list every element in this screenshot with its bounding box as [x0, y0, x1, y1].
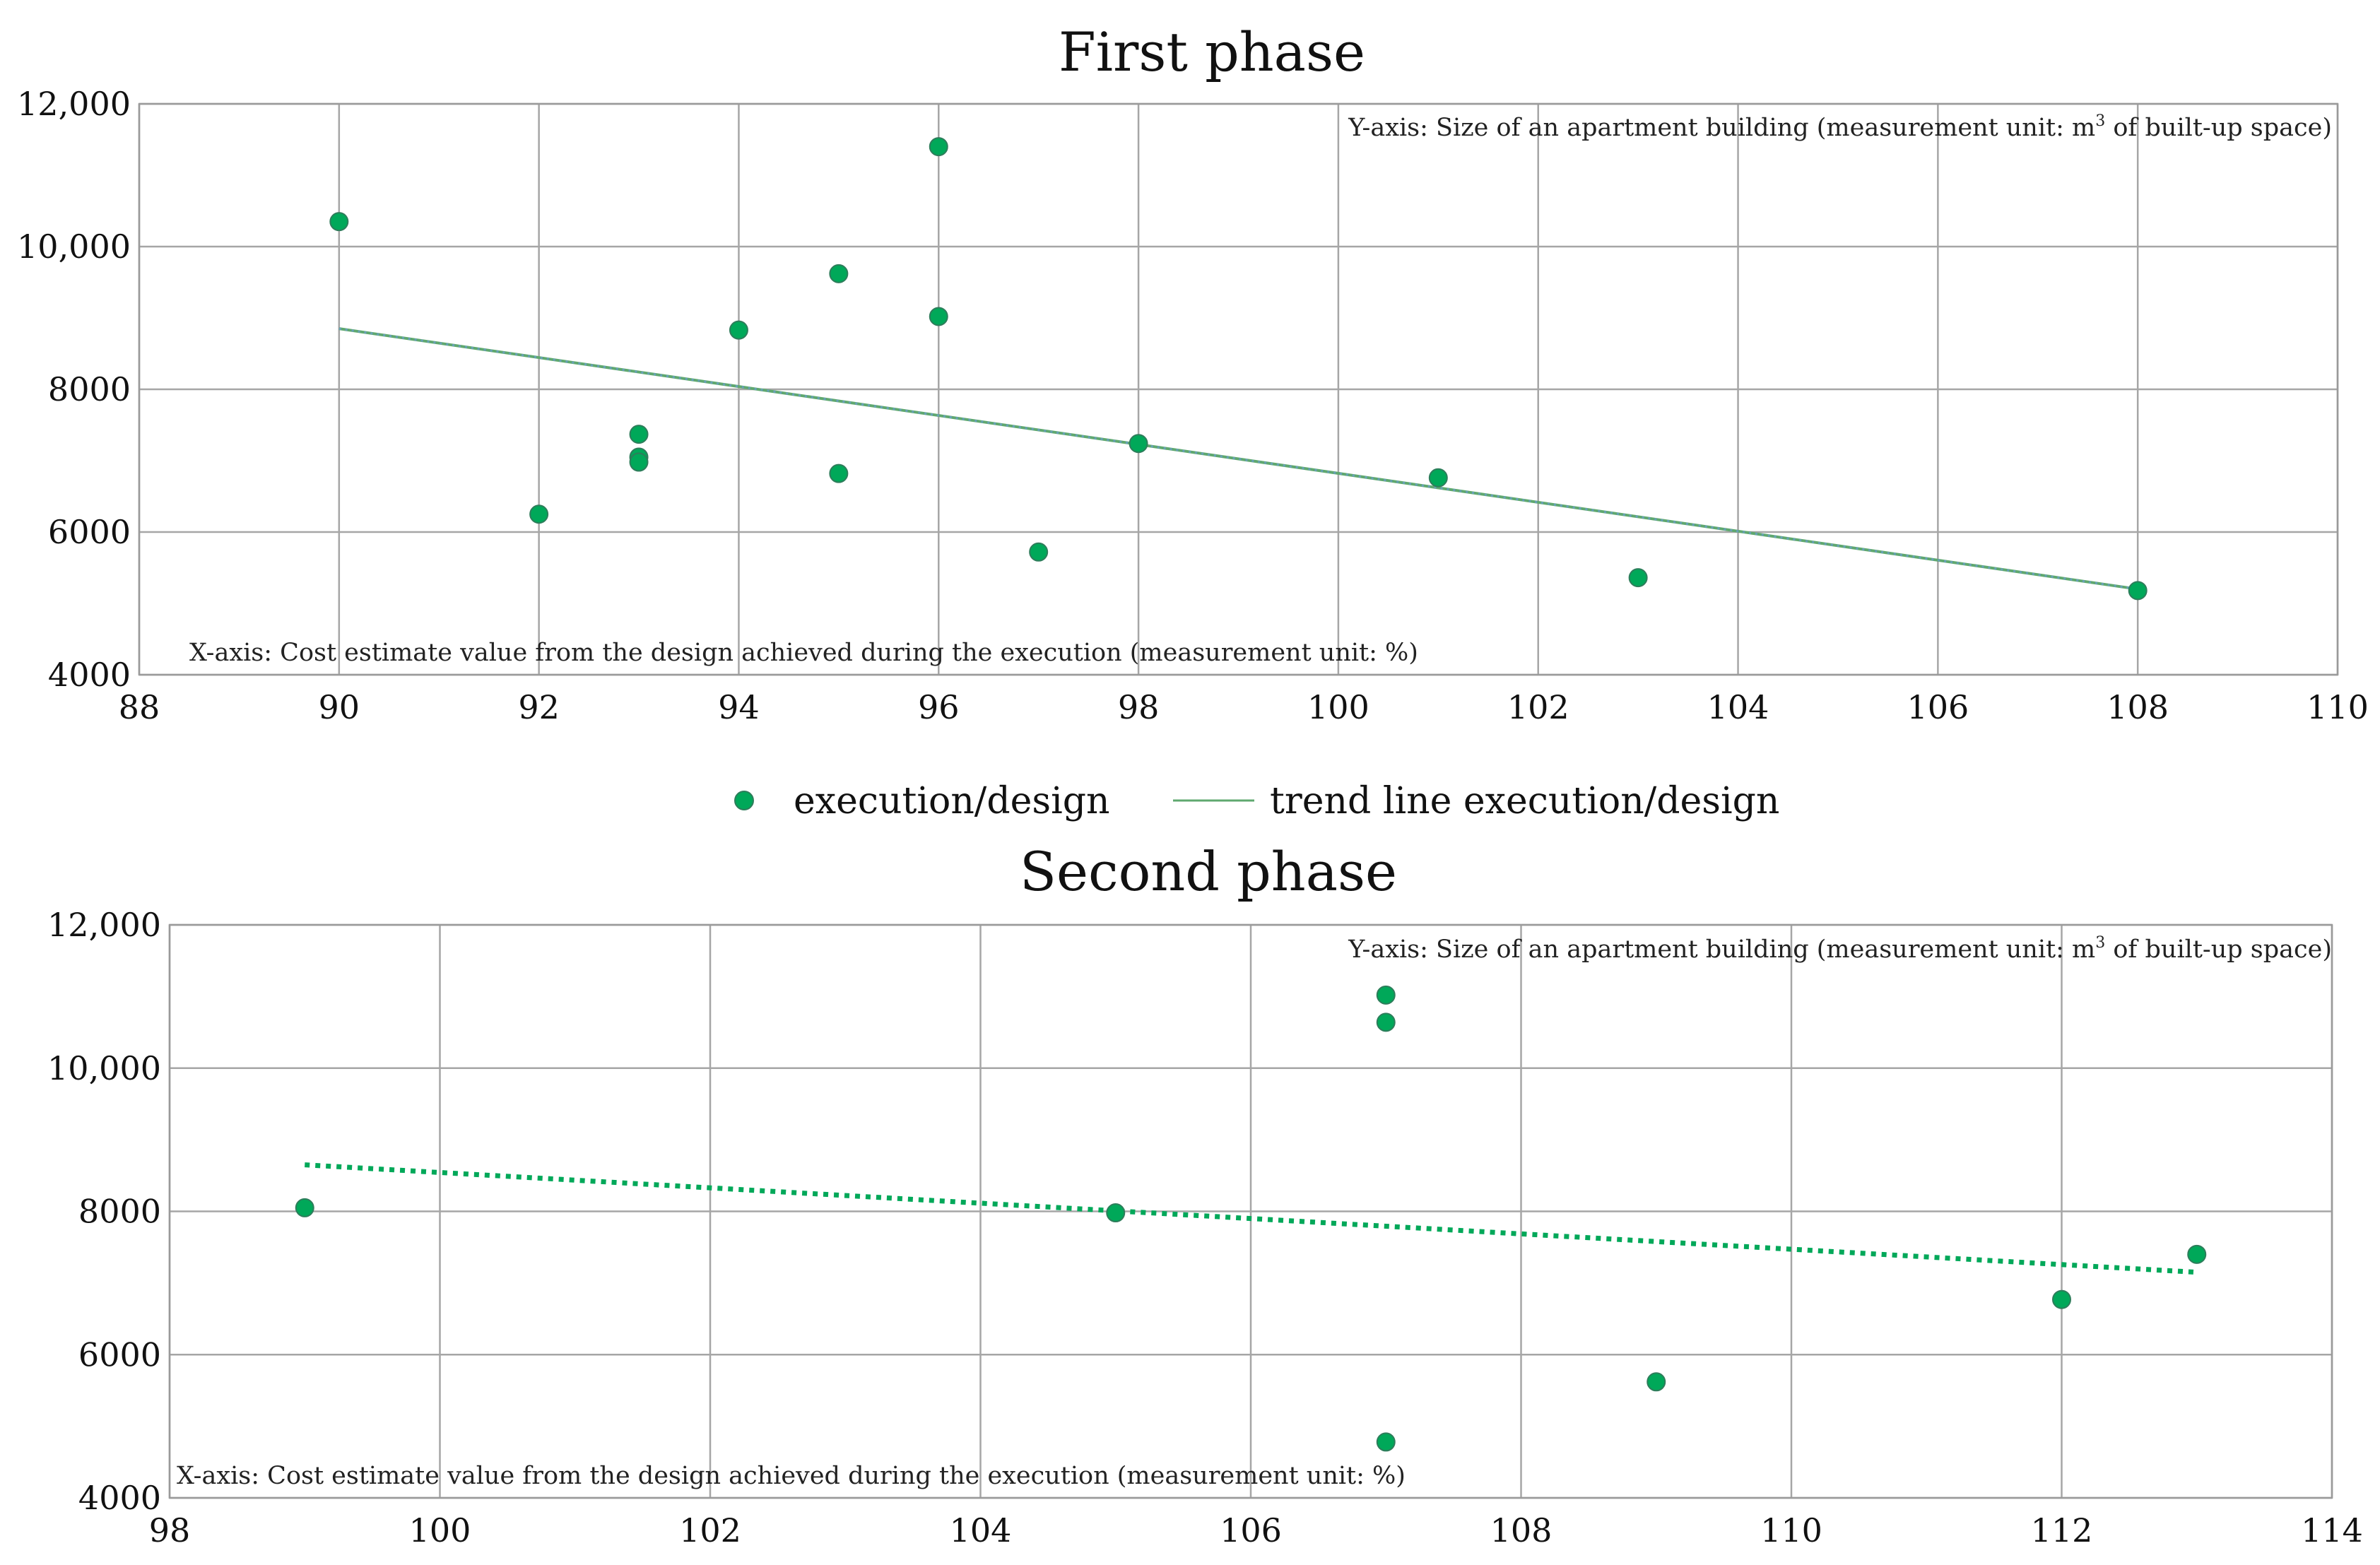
data-point	[1376, 1432, 1396, 1452]
data-point	[629, 452, 649, 472]
data-point	[2128, 581, 2148, 601]
data-point	[929, 307, 948, 326]
tick-labels: 88 90 92 94 96 98 100 102 104 106 108 110 4000 6000 80…	[17, 85, 2369, 726]
data-point	[1428, 468, 1448, 488]
legend-marker-icon	[734, 791, 754, 810]
y-tick-label: 4000	[48, 656, 131, 694]
data-point	[1129, 434, 1148, 454]
x-tick-label: 90	[319, 688, 360, 726]
data-points	[295, 985, 2207, 1452]
trend-line-dots	[338, 327, 2138, 591]
data-point	[829, 463, 849, 483]
x-tick-label: 96	[918, 688, 960, 726]
x-tick-label: 104	[950, 1511, 1012, 1549]
x-tick-label: 112	[2031, 1511, 2093, 1549]
data-point	[1106, 1203, 1126, 1223]
data-point	[829, 264, 849, 283]
x-tick-label: 102	[1507, 688, 1569, 726]
y-tick-label: 12,000	[47, 906, 161, 944]
trend-line-group	[305, 1162, 2197, 1275]
gridlines	[138, 102, 2339, 676]
data-point	[295, 1198, 314, 1217]
x-tick-label: 98	[149, 1511, 191, 1549]
x-tick-label: 114	[2301, 1511, 2363, 1549]
y-tick-label: 8000	[78, 1193, 161, 1231]
x-tick-label: 110	[1760, 1511, 1822, 1549]
data-point	[529, 504, 549, 524]
data-point	[929, 137, 948, 157]
data-point	[629, 425, 649, 444]
x-tick-label: 88	[119, 688, 160, 726]
x-axis-note: X-axis: Cost estimate value from the des…	[177, 1462, 1406, 1490]
chart-title: Second phase	[1020, 840, 1397, 903]
data-point	[729, 320, 748, 340]
x-tick-label: 106	[1907, 688, 1969, 726]
data-point	[2052, 1289, 2071, 1309]
x-tick-label: 98	[1118, 688, 1160, 726]
y-tick-label: 12,000	[17, 85, 131, 123]
y-tick-label: 6000	[78, 1335, 161, 1374]
chart-second-phase: Second phase 98 100 102 104 106 108 110 112 114 4…	[47, 840, 2363, 1549]
y-tick-label: 10,000	[47, 1049, 161, 1087]
data-point	[1376, 985, 1396, 1005]
data-point	[1646, 1372, 1666, 1392]
x-tick-label: 104	[1707, 688, 1769, 726]
legend-trend-label: trend line execution/design	[1270, 780, 1779, 822]
trend-line-group	[338, 327, 2138, 591]
data-points	[329, 137, 2148, 601]
y-tick-label: 8000	[48, 370, 131, 408]
x-tick-label: 94	[718, 688, 760, 726]
x-tick-label: 108	[2107, 688, 2169, 726]
trend-line	[305, 1162, 2197, 1275]
x-tick-label: 102	[679, 1511, 741, 1549]
x-tick-label: 100	[1307, 688, 1369, 726]
y-axis-note: Y-axis: Size of an apartment building (m…	[1348, 112, 2332, 142]
data-point	[1376, 1012, 1396, 1032]
x-tick-label: 108	[1490, 1511, 1553, 1549]
plot-frame	[168, 923, 2333, 1499]
tick-labels: 98 100 102 104 106 108 110 112 114 4000 6000 8000 10…	[47, 906, 2363, 1549]
x-axis-note: X-axis: Cost estimate value from the des…	[189, 639, 1418, 667]
gridlines	[168, 923, 2333, 1499]
x-tick-label: 100	[409, 1511, 471, 1549]
x-tick-label: 106	[1220, 1511, 1282, 1549]
y-tick-label: 6000	[48, 513, 131, 551]
plot-frame	[138, 102, 2339, 676]
legend: execution/design trend line execution/de…	[734, 780, 1779, 822]
data-point	[329, 212, 349, 232]
y-axis-note: Y-axis: Size of an apartment building (m…	[1348, 934, 2332, 964]
y-tick-label: 4000	[78, 1479, 161, 1517]
legend-series-label: execution/design	[794, 780, 1109, 822]
chart-title: First phase	[1059, 20, 1365, 83]
y-tick-label: 10,000	[17, 228, 131, 266]
data-point	[1628, 568, 1648, 588]
chart-first-phase: First phase 88 90 92 94 96 98 100 102 104 106 108 1…	[17, 20, 2369, 726]
data-point	[2187, 1244, 2207, 1264]
x-tick-label: 92	[518, 688, 560, 726]
x-tick-label: 110	[2307, 688, 2369, 726]
data-point	[1029, 542, 1049, 562]
